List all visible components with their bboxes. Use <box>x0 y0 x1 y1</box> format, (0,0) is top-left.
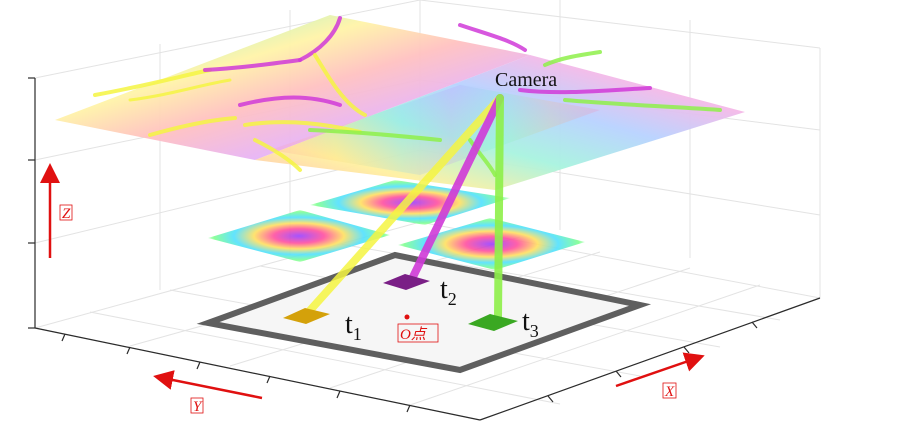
t2-label: t2 <box>440 274 457 309</box>
z-axis-label: Z <box>62 206 71 222</box>
target-markers <box>283 274 518 331</box>
camera-label: Camera <box>495 69 557 91</box>
marker-t3 <box>468 314 518 331</box>
t3-label: t3 <box>522 306 539 341</box>
y-axis-arrow <box>153 370 263 400</box>
axis-arrows: Z Y X <box>40 163 705 415</box>
origin-label: O点 <box>400 326 428 343</box>
labels: Camera t1 t2 t3 O点 <box>345 69 557 344</box>
floor-plate <box>196 251 652 374</box>
ray-t1 <box>301 94 504 320</box>
x-axis-label: X <box>664 384 675 400</box>
image-plane-upper <box>55 15 745 190</box>
t1-label: t1 <box>345 309 362 344</box>
x-axis-arrow <box>615 352 705 388</box>
marker-t1 <box>283 308 330 324</box>
ray-t3 <box>494 94 504 322</box>
origin-dot <box>404 314 410 320</box>
marker-t2 <box>383 274 430 290</box>
projection-rays <box>301 94 504 322</box>
axis-frame <box>28 77 821 421</box>
ray-t2 <box>406 94 504 287</box>
y-axis-label: Y <box>193 399 203 415</box>
